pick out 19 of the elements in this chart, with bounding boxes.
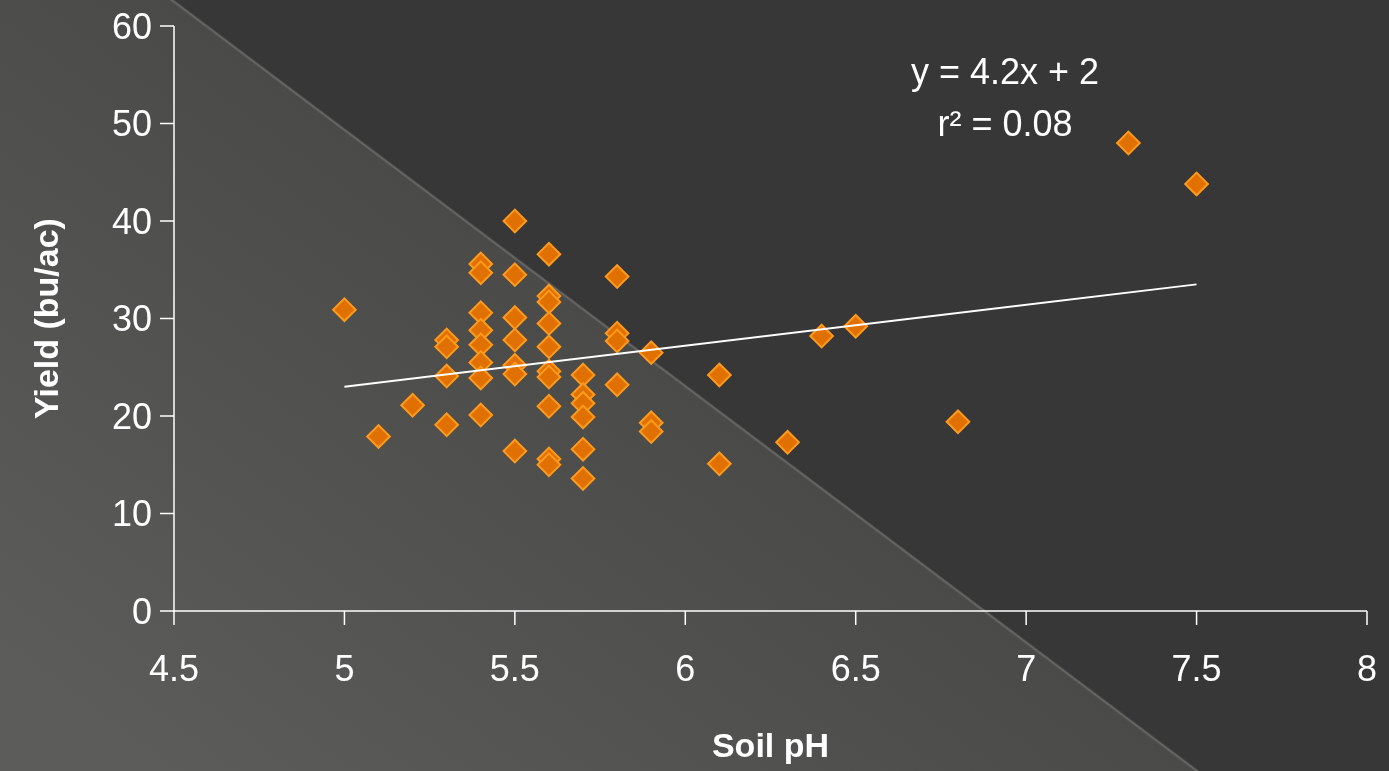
y-tick-label: 30 <box>111 298 152 340</box>
y-tick-label: 20 <box>111 395 152 437</box>
y-tick-label: 10 <box>111 493 152 535</box>
x-tick-label: 8 <box>1356 648 1378 689</box>
x-tick-label: 6.5 <box>830 648 881 689</box>
x-tick-label: 5 <box>334 648 355 689</box>
x-tick-label: 7.5 <box>1171 648 1222 689</box>
x-tick-label: 7 <box>1016 648 1037 689</box>
y-tick-label: 50 <box>111 103 152 145</box>
y-tick-label: 60 <box>111 5 152 47</box>
y-tick-label: 40 <box>111 200 152 242</box>
y-tick-label: 0 <box>131 590 152 632</box>
x-tick-label: 4.5 <box>148 648 200 689</box>
x-axis-title: Soil pH <box>711 726 830 764</box>
annotation: r² = 0.08 <box>937 103 1073 144</box>
annotation: y = 4.2x + 2 <box>910 51 1100 92</box>
y-axis-title: Yield (bu/ac) <box>27 218 65 419</box>
x-tick-label: 5.5 <box>489 648 540 689</box>
x-tick-label: 6 <box>675 648 696 689</box>
